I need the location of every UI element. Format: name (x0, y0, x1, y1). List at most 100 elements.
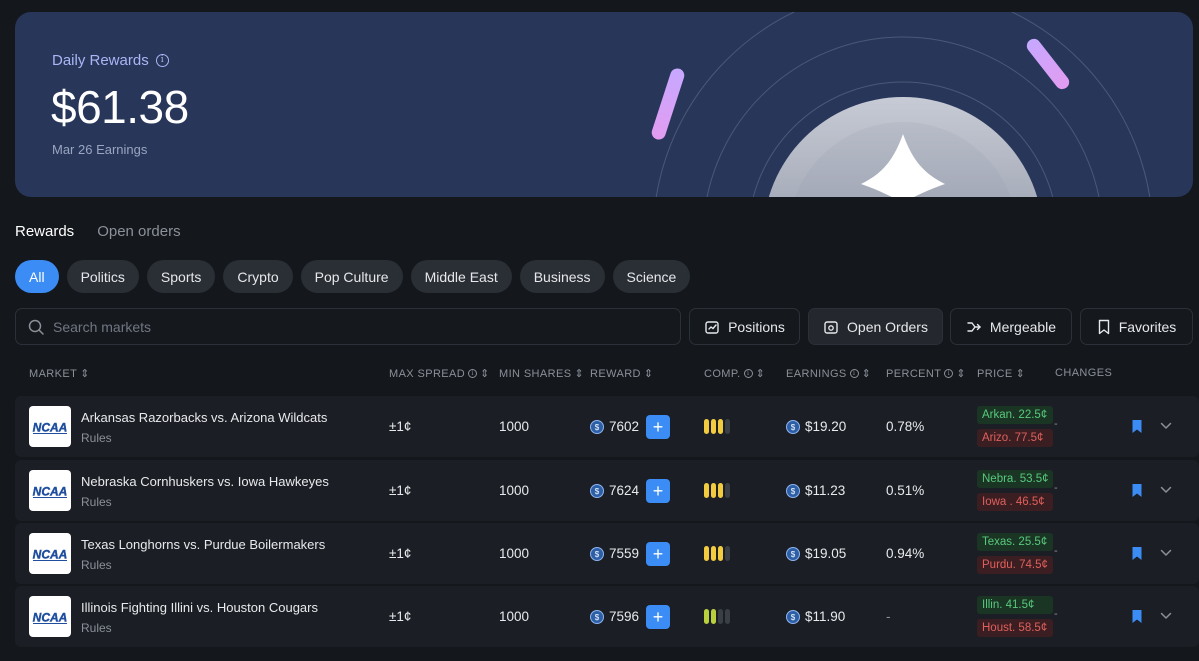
positions-icon (705, 320, 719, 334)
add-reward-button[interactable]: + (646, 542, 670, 566)
bookmark-icon[interactable] (1131, 483, 1143, 498)
info-icon: i (743, 369, 753, 378)
sort-icon: ⇕ (861, 368, 872, 380)
competition-bar (718, 546, 723, 561)
usdc-coin-icon: $ (590, 610, 604, 625)
price-no[interactable]: Purdu. 74.5¢ (977, 556, 1053, 574)
open-orders-button[interactable]: Open Orders (808, 308, 943, 345)
svg-text:NCAA: NCAA (33, 547, 68, 561)
tab-rewards[interactable]: Rewards (15, 223, 75, 240)
favorites-button[interactable]: Favorites (1080, 308, 1193, 345)
usdc-coin-icon: $ (590, 420, 604, 435)
rules-link[interactable]: Rules (81, 495, 112, 509)
usdc-coin-icon: $ (786, 547, 800, 562)
table-row[interactable]: NCAA Illinois Fighting Illini vs. Housto… (15, 586, 1199, 647)
rewards-illustration (651, 12, 1151, 197)
sort-icon: ⇕ (574, 368, 585, 380)
col-min-shares[interactable]: MIN SHARES ⇕ (499, 367, 585, 381)
merge-icon (967, 321, 981, 332)
competition-bar (704, 546, 709, 561)
chip-pop-culture[interactable]: Pop Culture (300, 260, 403, 293)
bookmark-icon[interactable] (1131, 609, 1143, 624)
chevron-down-icon[interactable] (1160, 422, 1172, 430)
price-yes[interactable]: Illin. 41.5¢ (977, 596, 1053, 614)
info-icon: i (849, 369, 859, 378)
chip-politics[interactable]: Politics (66, 260, 139, 293)
min-shares-value: 1000 (499, 546, 530, 561)
add-reward-button[interactable]: + (646, 479, 670, 503)
col-price[interactable]: PRICE ⇕ (977, 367, 1026, 381)
market-title[interactable]: Arkansas Razorbacks vs. Arizona Wildcats (81, 410, 328, 425)
chevron-down-icon[interactable] (1160, 486, 1172, 494)
rules-link[interactable]: Rules (81, 431, 112, 445)
competition-meter (704, 546, 730, 561)
price-yes[interactable]: Nebra. 53.5¢ (977, 470, 1053, 488)
search-box (15, 308, 681, 345)
chip-middle-east[interactable]: Middle East (410, 260, 512, 293)
sort-icon: ⇕ (1015, 368, 1026, 380)
sort-icon: ⇕ (80, 368, 90, 380)
chip-crypto[interactable]: Crypto (223, 260, 293, 293)
reward-value: $7624 (590, 483, 639, 499)
max-spread-value: ±1¢ (389, 419, 412, 434)
change-value: - (1054, 418, 1058, 430)
sort-icon: ⇕ (480, 368, 490, 380)
chevron-down-icon[interactable] (1160, 612, 1172, 620)
chip-business[interactable]: Business (519, 260, 605, 293)
col-comp[interactable]: COMP. i ⇕ (704, 367, 766, 381)
col-market[interactable]: MARKET ⇕ (29, 367, 90, 381)
col-earnings[interactable]: EARNINGS i ⇕ (786, 367, 872, 381)
positions-button[interactable]: Positions (689, 308, 800, 345)
search-input[interactable] (53, 318, 653, 335)
col-percent[interactable]: PERCENT i ⇕ (886, 367, 966, 381)
bookmark-icon[interactable] (1131, 419, 1143, 434)
min-shares-value: 1000 (499, 609, 530, 624)
chip-sports[interactable]: Sports (146, 260, 216, 293)
ncaa-logo-mark: NCAA (32, 547, 68, 561)
info-icon[interactable]: i (155, 54, 169, 67)
percent-value: 0.94% (886, 546, 925, 561)
chip-all[interactable]: All (15, 260, 59, 293)
price-no[interactable]: Iowa . 46.5¢ (977, 493, 1053, 511)
competition-bar (725, 483, 730, 498)
table-row[interactable]: NCAA Nebraska Cornhuskers vs. Iowa Hawke… (15, 460, 1199, 521)
earnings-value: $ $19.20 (786, 419, 846, 435)
col-reward[interactable]: REWARD ⇕ (590, 367, 654, 381)
tab-open-orders[interactable]: Open orders (97, 223, 181, 240)
add-reward-button[interactable]: + (646, 415, 670, 439)
competition-bar (711, 419, 716, 434)
sort-icon: ⇕ (755, 368, 766, 380)
price-yes[interactable]: Texas. 25.5¢ (977, 533, 1053, 551)
price-no[interactable]: Arizo. 77.5¢ (977, 429, 1053, 447)
search-icon (28, 319, 44, 335)
mergeable-button[interactable]: Mergeable (950, 308, 1072, 345)
col-max-spread[interactable]: MAX SPREAD i ⇕ (389, 367, 490, 381)
price-yes[interactable]: Arkan. 22.5¢ (977, 406, 1053, 424)
change-value: - (1054, 482, 1058, 494)
change-value: - (1054, 608, 1058, 620)
bookmark-icon[interactable] (1131, 546, 1143, 561)
table-row[interactable]: NCAA Texas Longhorns vs. Purdue Boilerma… (15, 523, 1199, 584)
table-row[interactable]: NCAA Arkansas Razorbacks vs. Arizona Wil… (15, 396, 1199, 457)
reward-value: $7559 (590, 546, 639, 562)
percent-value: 0.78% (886, 419, 925, 434)
add-reward-button[interactable]: + (646, 605, 670, 629)
competition-meter (704, 419, 730, 434)
price-no[interactable]: Houst. 58.5¢ (977, 619, 1053, 637)
chip-science[interactable]: Science (612, 260, 691, 293)
competition-bar (711, 483, 716, 498)
market-title[interactable]: Texas Longhorns vs. Purdue Boilermakers (81, 537, 326, 552)
market-title[interactable]: Illinois Fighting Illini vs. Houston Cou… (81, 600, 318, 615)
sort-icon: ⇕ (643, 368, 654, 380)
competition-meter (704, 483, 730, 498)
chevron-down-icon[interactable] (1160, 549, 1172, 557)
competition-bar (718, 483, 723, 498)
col-changes: CHANGES (1055, 367, 1113, 379)
competition-bar (711, 609, 716, 624)
usdc-coin-icon: $ (786, 484, 800, 499)
competition-bar (704, 419, 709, 434)
rules-link[interactable]: Rules (81, 558, 112, 572)
rules-link[interactable]: Rules (81, 621, 112, 635)
market-title[interactable]: Nebraska Cornhuskers vs. Iowa Hawkeyes (81, 474, 329, 489)
rewards-amount: $61.38 (51, 81, 189, 133)
